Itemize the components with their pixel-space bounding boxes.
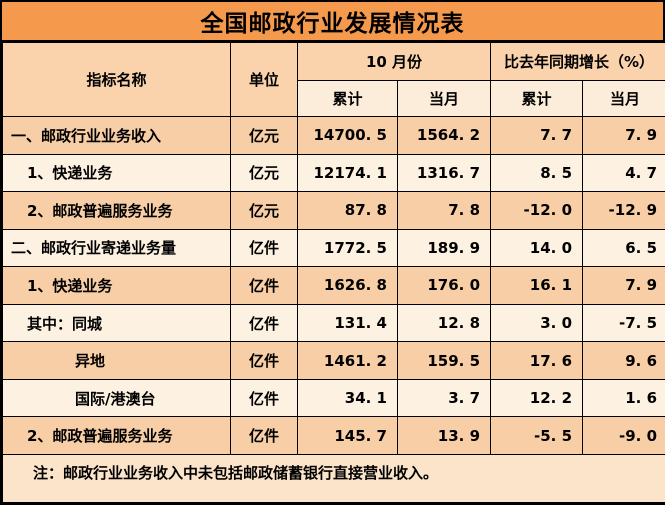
unit-cell: 亿元 [230, 191, 298, 230]
indicator-cell: 国际/港澳台 [2, 378, 231, 418]
value-cell: 145. 7 [297, 416, 398, 455]
value-cell: 14700. 5 [297, 116, 398, 155]
value-cell: -5. 5 [490, 416, 584, 455]
value-cell: 12. 2 [490, 378, 584, 418]
data-table: 指标名称 单位 10 月份 比去年同期增长（%） 累计 当月 累计 当月 一、邮… [1, 42, 665, 503]
table-row: 2、邮政普遍服务业务 亿元 87. 8 7. 8 -12. 0 -12. 9 [2, 191, 665, 230]
value-cell: 3. 7 [396, 378, 492, 418]
indicator-cell: 2、邮政普遍服务业务 [2, 416, 231, 455]
unit-cell: 亿元 [230, 116, 298, 155]
value-cell: 176. 0 [396, 266, 492, 305]
indicator-cell: 异地 [2, 341, 231, 380]
value-cell: 3. 0 [490, 303, 584, 343]
value-cell: 7. 8 [396, 191, 492, 230]
value-cell: 1564. 2 [396, 116, 492, 155]
unit-cell: 亿件 [230, 228, 298, 268]
value-cell: 4. 7 [582, 153, 665, 193]
table-row: 国际/港澳台 亿件 34. 1 3. 7 12. 2 1. 6 [2, 378, 665, 418]
value-cell: -12. 0 [490, 191, 584, 230]
value-cell: 12. 8 [396, 303, 492, 343]
indicator-cell: 1、快递业务 [2, 153, 231, 193]
value-cell: 12174. 1 [297, 153, 398, 193]
value-cell: 7. 9 [582, 116, 665, 155]
table-header: 指标名称 单位 10 月份 比去年同期增长（%） 累计 当月 累计 当月 [2, 42, 665, 117]
note-row: 注：邮政行业业务收入中未包括邮政储蓄银行直接营业收入。 [1, 454, 665, 503]
indicator-cell: 其中：同城 [2, 303, 231, 343]
value-cell: -7. 5 [582, 303, 665, 343]
header-month-cumulative: 累计 [297, 80, 398, 117]
header-row-groups: 指标名称 单位 10 月份 比去年同期增长（%） [2, 42, 665, 117]
unit-cell: 亿元 [230, 153, 298, 193]
indicator-cell: 2、邮政普遍服务业务 [2, 191, 231, 230]
header-growth-group: 比去年同期增长（%） [490, 42, 665, 81]
unit-cell: 亿件 [230, 341, 298, 380]
indicator-cell: 一、邮政行业业务收入 [2, 116, 231, 155]
unit-cell: 亿件 [230, 378, 298, 418]
value-cell: -12. 9 [582, 191, 665, 230]
value-cell: 159. 5 [396, 341, 492, 380]
header-unit: 单位 [230, 42, 298, 117]
value-cell: 6. 5 [582, 228, 665, 268]
header-growth-cumulative: 累计 [490, 80, 584, 117]
table-row: 1、快递业务 亿元 12174. 1 1316. 7 8. 5 4. 7 [2, 153, 665, 193]
header-month-current: 当月 [396, 80, 492, 117]
header-month-group: 10 月份 [296, 42, 492, 81]
header-indicator: 指标名称 [2, 42, 231, 117]
header-row-subcolumns: 累计 当月 累计 当月 [3, 80, 665, 117]
value-cell: 7. 7 [490, 116, 584, 155]
value-cell: 8. 5 [490, 153, 584, 193]
unit-cell: 亿件 [230, 416, 298, 455]
value-cell: 131. 4 [297, 303, 398, 343]
value-cell: 1626. 8 [297, 266, 398, 305]
table-body: 一、邮政行业业务收入 亿元 14700. 5 1564. 2 7. 7 7. 9… [2, 116, 665, 455]
table-row: 异地 亿件 1461. 2 159. 5 17. 6 9. 6 [2, 341, 665, 380]
header-growth-current: 当月 [582, 80, 665, 117]
indicator-cell: 1、快递业务 [2, 266, 231, 305]
table-title: 全国邮政行业发展情况表 [2, 2, 663, 42]
value-cell: 13. 9 [396, 416, 492, 455]
unit-cell: 亿件 [230, 303, 298, 343]
table-row: 一、邮政行业业务收入 亿元 14700. 5 1564. 2 7. 7 7. 9 [2, 116, 665, 155]
value-cell: 1772. 5 [297, 228, 398, 268]
value-cell: 9. 6 [582, 341, 665, 380]
table-row: 1、快递业务 亿件 1626. 8 176. 0 16. 1 7. 9 [2, 266, 665, 305]
unit-cell: 亿件 [230, 266, 298, 305]
table-row: 二、邮政行业寄递业务量 亿件 1772. 5 189. 9 14. 0 6. 5 [2, 228, 665, 268]
value-cell: -9. 0 [582, 416, 665, 455]
value-cell: 189. 9 [396, 228, 492, 268]
table-footer: 注：邮政行业业务收入中未包括邮政储蓄银行直接营业收入。 [1, 454, 665, 503]
table-note: 注：邮政行业业务收入中未包括邮政储蓄银行直接营业收入。 [1, 454, 665, 503]
value-cell: 1. 6 [582, 378, 665, 418]
value-cell: 1461. 2 [297, 341, 398, 380]
indicator-cell: 二、邮政行业寄递业务量 [2, 228, 231, 268]
value-cell: 16. 1 [490, 266, 584, 305]
value-cell: 7. 9 [582, 266, 665, 305]
value-cell: 14. 0 [490, 228, 584, 268]
value-cell: 34. 1 [297, 378, 398, 418]
value-cell: 1316. 7 [396, 153, 492, 193]
value-cell: 17. 6 [490, 341, 584, 380]
table-row: 其中：同城 亿件 131. 4 12. 8 3. 0 -7. 5 [2, 303, 665, 343]
value-cell: 87. 8 [297, 191, 398, 230]
table-row: 2、邮政普遍服务业务 亿件 145. 7 13. 9 -5. 5 -9. 0 [2, 416, 665, 455]
